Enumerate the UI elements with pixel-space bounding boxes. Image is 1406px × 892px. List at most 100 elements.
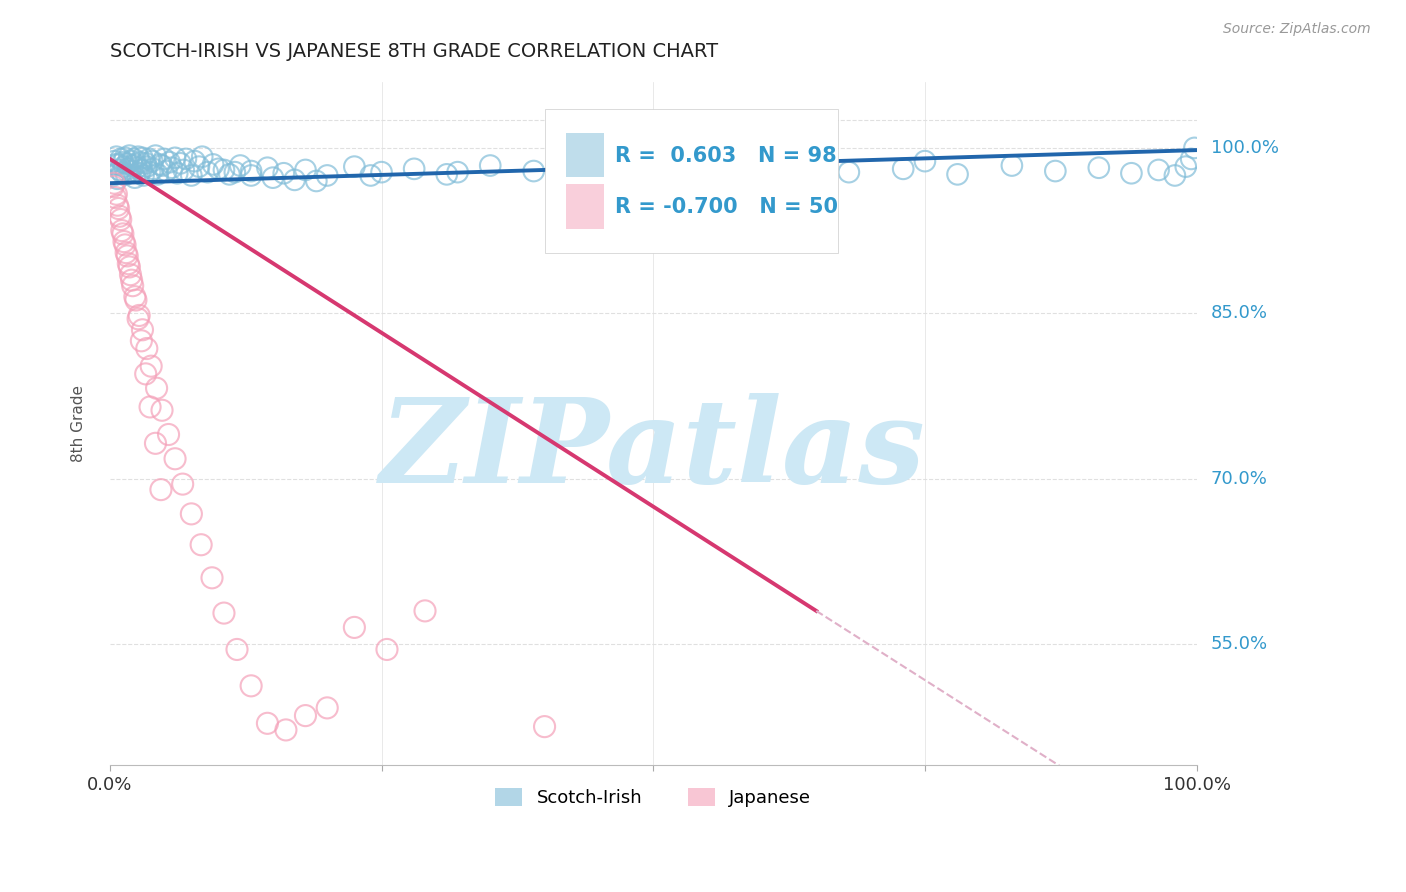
Point (101, 179, 124, 194)
Point (1045, 164, 1067, 178)
Point (567, 161, 589, 175)
Point (135, 156, 157, 170)
Point (256, 161, 278, 175)
Text: SCOTCH-IRISH VS JAPANESE 8TH GRADE CORRELATION CHART: SCOTCH-IRISH VS JAPANESE 8TH GRADE CORRE… (110, 42, 718, 61)
Point (446, 165, 468, 179)
Point (838, 165, 860, 179)
Point (157, 427, 180, 442)
Point (212, 163, 235, 178)
Point (212, 606, 235, 620)
Point (404, 161, 426, 176)
Point (946, 167, 969, 181)
Point (125, 293, 148, 307)
Point (132, 169, 155, 183)
Point (294, 708, 316, 723)
Point (129, 155, 152, 169)
Point (122, 152, 145, 166)
Point (107, 198, 129, 212)
Point (166, 166, 188, 180)
Point (343, 160, 366, 174)
Point (305, 174, 328, 188)
Point (588, 161, 610, 175)
Point (224, 165, 246, 179)
Point (160, 161, 183, 175)
Point (114, 151, 136, 165)
Point (111, 155, 134, 169)
Point (120, 164, 142, 178)
Point (1164, 169, 1187, 183)
Point (173, 163, 195, 178)
Point (1147, 163, 1170, 178)
Point (110, 212, 132, 227)
FancyBboxPatch shape (544, 109, 838, 252)
Point (533, 720, 555, 734)
Point (1121, 166, 1143, 180)
Point (103, 176, 125, 190)
Point (240, 679, 263, 693)
Point (105, 150, 128, 164)
Point (121, 273, 143, 287)
Y-axis label: 8th Grade: 8th Grade (72, 385, 86, 462)
Point (118, 260, 141, 274)
Point (1174, 160, 1197, 174)
Point (105, 187, 128, 202)
Point (124, 290, 146, 304)
Point (149, 483, 172, 497)
FancyBboxPatch shape (567, 185, 605, 228)
Point (1088, 161, 1111, 175)
Point (914, 154, 936, 169)
Point (165, 451, 187, 466)
Point (145, 381, 167, 395)
Point (180, 507, 202, 521)
Point (139, 400, 162, 414)
Point (180, 169, 202, 183)
Legend: Scotch-Irish, Japanese: Scotch-Irish, Japanese (488, 780, 818, 814)
Point (783, 160, 806, 174)
Point (191, 150, 214, 164)
Point (108, 163, 131, 178)
Point (111, 165, 134, 179)
Point (370, 165, 392, 179)
Point (229, 159, 252, 173)
Point (155, 164, 177, 178)
Point (127, 150, 149, 164)
Point (131, 151, 153, 165)
Point (117, 257, 139, 271)
Point (138, 152, 160, 166)
Point (218, 167, 240, 181)
Point (128, 166, 150, 180)
FancyBboxPatch shape (567, 133, 605, 178)
Point (111, 227, 134, 241)
Point (111, 223, 134, 237)
Point (284, 173, 307, 187)
Point (124, 170, 146, 185)
Point (115, 156, 138, 170)
Point (436, 167, 458, 181)
Point (360, 169, 382, 183)
Point (107, 171, 129, 186)
Point (125, 157, 148, 171)
Point (523, 164, 546, 178)
Point (108, 209, 131, 223)
Point (115, 245, 138, 260)
Point (273, 166, 295, 180)
Point (751, 157, 773, 171)
Point (172, 477, 194, 491)
Point (145, 436, 167, 450)
Point (294, 163, 316, 178)
Point (1001, 159, 1024, 173)
Point (141, 359, 163, 373)
Point (120, 268, 142, 282)
Text: 100.0%: 100.0% (1211, 139, 1278, 157)
Point (1180, 152, 1202, 166)
Point (121, 159, 143, 173)
Point (110, 152, 132, 166)
Point (343, 620, 366, 634)
Point (375, 642, 398, 657)
Point (112, 235, 135, 249)
Point (118, 148, 141, 162)
Point (107, 157, 129, 171)
Text: ZIPatlas: ZIPatlas (381, 393, 927, 508)
Point (103, 154, 125, 169)
Point (112, 160, 135, 174)
